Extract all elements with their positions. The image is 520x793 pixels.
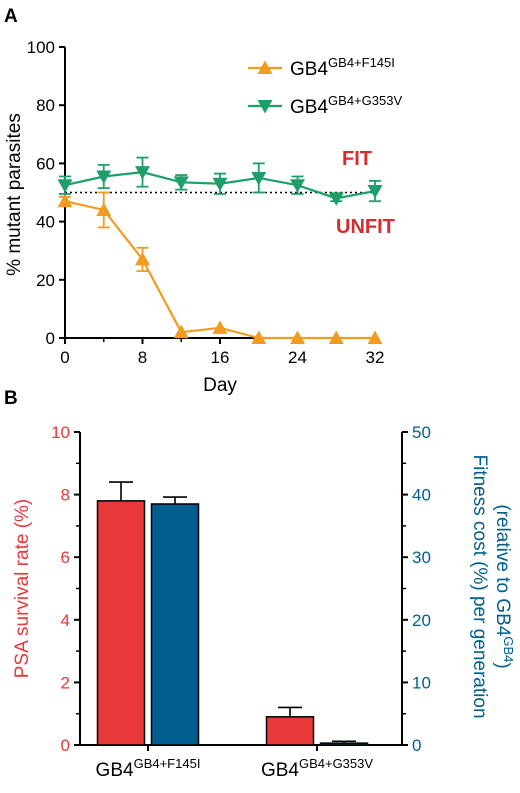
- panel-a-x-tick-label: 16: [211, 348, 230, 367]
- legend-marker: [257, 100, 273, 114]
- data-point: [96, 202, 112, 216]
- series-line: [64, 200, 375, 340]
- panel-a-y-tick-label: 40: [36, 213, 55, 232]
- panel-a-x-tick-label: 32: [366, 348, 385, 367]
- panel-b-left-tick-label: 8: [61, 486, 70, 505]
- panel-a-letter: A: [4, 6, 18, 27]
- bar: [265, 716, 315, 746]
- panel-b-right-tick-label: 50: [412, 423, 431, 442]
- panel-a-y-tick-label: 80: [36, 96, 55, 115]
- panel-b-bar-group-1-series-1: [96, 481, 146, 746]
- legend-label: GB4GB4+G353V: [290, 93, 402, 118]
- data-point: [367, 330, 383, 344]
- panel-a-fit-label: FIT: [342, 148, 372, 170]
- panel-a-y-tick-label: 60: [36, 154, 55, 173]
- panel-b-left-tick-label: 2: [61, 673, 70, 692]
- panel-a-x-tick-label: 0: [60, 348, 69, 367]
- legend-marker: [257, 60, 273, 74]
- panel-a-y-tick-label: 20: [36, 271, 55, 290]
- panel-b-right-tick-label: 0: [412, 736, 421, 755]
- panel-b-left-tick-label: 4: [61, 611, 70, 630]
- panel-a-legend-item-2: GB4GB4+G353V: [248, 93, 402, 118]
- panel-b-right-axis-title-line1: Fitness cost (%) per generation: [469, 454, 490, 718]
- panel-b-bar-group-1-series-2: [150, 496, 200, 746]
- data-point: [251, 330, 267, 344]
- data-point: [135, 166, 150, 180]
- panel-b-right-axis-title-line2: (relative to GB4GB4): [492, 504, 516, 668]
- panel-b-right-tick-label: 10: [412, 673, 431, 692]
- panel-a-series-1: [57, 191, 383, 344]
- panel-a-series-2: [57, 156, 383, 206]
- panel-b-right-tick-label: 20: [412, 611, 431, 630]
- panel-b-category-label: GB4GB4+F145I: [96, 756, 201, 781]
- bar: [150, 503, 200, 746]
- data-point: [135, 251, 150, 266]
- panel-b-left-tick-label: 0: [61, 736, 70, 755]
- data-point: [57, 179, 73, 193]
- data-point: [173, 176, 189, 190]
- legend-label: GB4GB4+F145I: [290, 55, 395, 80]
- panel-a-y-tick-label: 100: [27, 38, 55, 57]
- data-point: [367, 185, 383, 199]
- bar: [96, 500, 146, 746]
- panel-a-y-axis-title: % mutant parasites: [4, 113, 25, 276]
- panel-a-y-tick-label: 0: [46, 329, 55, 348]
- data-point: [290, 179, 305, 193]
- panel-a-x-axis-title: Day: [203, 375, 237, 396]
- data-point: [173, 324, 189, 339]
- data-point: [212, 177, 228, 192]
- panel-b-letter: B: [4, 388, 18, 409]
- panel-b-bar-group-2-series-2: [319, 740, 369, 746]
- data-point: [212, 320, 228, 334]
- panel-b-left-tick-label: 6: [61, 548, 70, 567]
- data-point: [57, 193, 73, 208]
- panel-b-right-tick-label: 30: [412, 548, 431, 567]
- panel-b-bar-group-2-series-1: [265, 706, 315, 746]
- panel-a-x-tick-label: 24: [288, 348, 307, 367]
- data-point: [328, 192, 344, 206]
- panel-a-unfit-label: UNFIT: [336, 216, 395, 238]
- panel-a-x-tick-label: 8: [138, 348, 147, 367]
- panel-b-left-tick-label: 10: [51, 423, 70, 442]
- data-point: [251, 171, 267, 186]
- panel-a: A 0 20 40 60 80 100 0 8 16 24 32 Day % mutant parasi…: [4, 6, 402, 396]
- panel-b-category-label: GB4GB4+G353V: [261, 756, 373, 781]
- panel-b-right-tick-label: 40: [412, 486, 431, 505]
- panel-b-left-axis-title: PSA survival rate (%): [12, 499, 33, 679]
- panel-a-legend-item-1: GB4GB4+F145I: [248, 55, 395, 80]
- data-point: [328, 330, 344, 344]
- panel-b: B 0 2 4 6 8 10 0 10 20 30 40 50 PSA survival rate (%…: [4, 388, 516, 781]
- bar: [319, 742, 369, 746]
- data-point: [290, 330, 305, 344]
- data-point: [96, 170, 112, 184]
